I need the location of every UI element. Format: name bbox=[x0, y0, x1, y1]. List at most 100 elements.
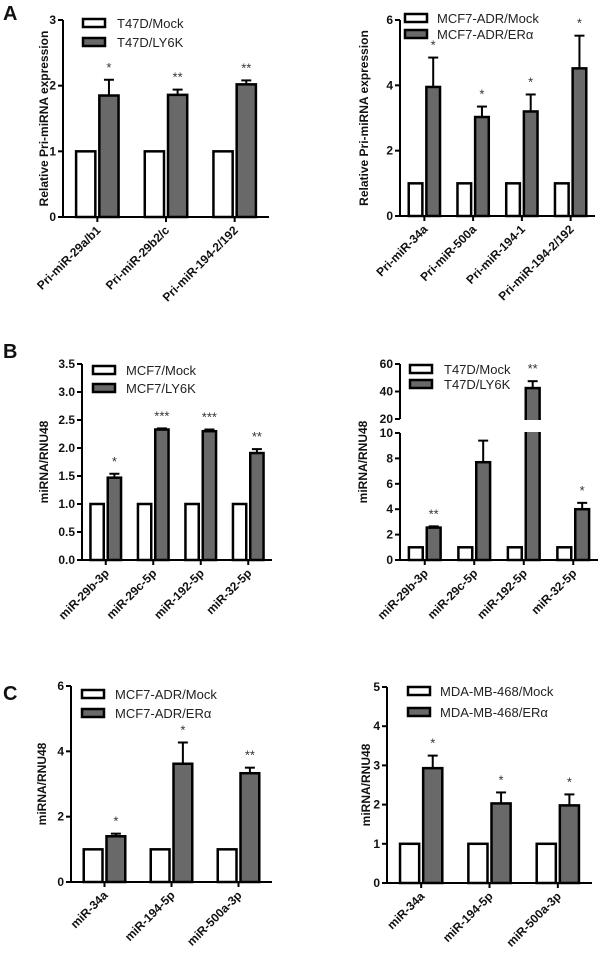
y-tick-label: 20 bbox=[380, 412, 394, 426]
y-tick-label: 1.0 bbox=[58, 497, 75, 511]
bar-treated bbox=[421, 766, 444, 885]
significance-marker: * bbox=[112, 454, 117, 469]
bar-treated bbox=[249, 451, 265, 562]
bar-mock bbox=[82, 848, 104, 884]
y-tick-label: 1 bbox=[49, 144, 56, 158]
y-tick-label: 2 bbox=[386, 144, 393, 158]
bar-mock bbox=[89, 502, 105, 562]
bar-treated bbox=[558, 804, 581, 885]
bar-mock bbox=[504, 182, 522, 218]
y-axis-label: miRNA/RNU48 bbox=[37, 420, 51, 503]
bar-treated bbox=[105, 835, 127, 884]
legend-label: MCF7-ADR/Mock bbox=[437, 11, 539, 26]
legend-swatch bbox=[80, 688, 106, 700]
bar-treated bbox=[154, 428, 170, 562]
bar-treated bbox=[172, 762, 194, 884]
significance-marker: ** bbox=[528, 361, 538, 376]
y-axis-label: miRNA/RNU48 bbox=[356, 420, 370, 503]
legend-label: T47D/LY6K bbox=[444, 377, 511, 392]
x-tick-label: miR-29c-5p bbox=[425, 566, 481, 622]
legend-swatch bbox=[91, 364, 117, 376]
y-tick-label: 0.0 bbox=[58, 553, 75, 567]
significance-marker: * bbox=[577, 16, 582, 31]
significance-marker: * bbox=[528, 74, 533, 89]
y-tick-label: 0 bbox=[386, 553, 393, 567]
significance-marker: *** bbox=[154, 408, 169, 423]
bar-treated bbox=[574, 507, 591, 562]
significance-marker: ** bbox=[252, 429, 262, 444]
x-tick-label: miR-500a-3p bbox=[184, 888, 244, 948]
x-tick-label: miR-32-5p bbox=[528, 566, 579, 617]
legend-label: T47D/LY6K bbox=[117, 35, 184, 50]
x-tick-label: miR-29b-3p bbox=[375, 566, 431, 622]
y-tick-label: 3 bbox=[49, 13, 56, 27]
bar-mock bbox=[143, 150, 166, 219]
chart-panel-5: C 0 2 4 6 miRNA/RNU48 miR-34a * miR-194-5p * miR-5… bbox=[3, 679, 272, 949]
bar-mock bbox=[535, 842, 558, 885]
legend-swatch bbox=[80, 707, 106, 719]
chart-panel-6: 0 1 2 3 4 5 miRNA/RNU48 miR-34a * miR-194-5p * miR-… bbox=[359, 680, 592, 950]
bar-treated bbox=[571, 67, 588, 218]
legend-label: T47D/Mock bbox=[117, 16, 184, 31]
significance-marker: * bbox=[106, 60, 111, 75]
bar-mock bbox=[506, 546, 524, 562]
significance-marker: *** bbox=[202, 410, 217, 425]
bar-mock bbox=[136, 502, 153, 562]
bar-treated bbox=[473, 115, 491, 218]
legend-label: MCF7/LY6K bbox=[126, 381, 196, 396]
bar-mock bbox=[149, 848, 171, 884]
bar-mock bbox=[74, 150, 97, 219]
x-tick-label: miR-500a-3p bbox=[504, 889, 564, 949]
significance-marker: * bbox=[113, 814, 118, 829]
significance-marker: ** bbox=[245, 748, 255, 763]
y-tick-label: 3.5 bbox=[58, 357, 75, 371]
significance-marker: * bbox=[431, 38, 436, 53]
legend-swatch bbox=[408, 363, 434, 375]
legend-label: MCF7-ADR/Mock bbox=[115, 687, 217, 702]
significance-marker: ** bbox=[173, 70, 183, 85]
x-tick-label: miR-192-5p bbox=[151, 566, 207, 622]
y-tick-label: 4 bbox=[386, 78, 393, 92]
bar-treated bbox=[166, 93, 189, 219]
bar-treated bbox=[239, 771, 261, 884]
significance-marker: ** bbox=[241, 60, 251, 75]
y-tick-label: 0 bbox=[57, 875, 64, 889]
legend-label: MCF7-ADR/ERα bbox=[115, 706, 212, 721]
bar-mock bbox=[407, 546, 425, 562]
significance-marker: * bbox=[430, 736, 435, 751]
bar-mock bbox=[407, 182, 424, 218]
significance-marker: ** bbox=[429, 506, 439, 521]
bar-treated bbox=[522, 110, 539, 218]
y-axis-label: miRNA/RNU48 bbox=[359, 743, 373, 826]
x-tick-label: Pri-miR-194-2/192 bbox=[160, 223, 241, 304]
y-tick-label: 6 bbox=[57, 679, 64, 693]
bar-mock bbox=[212, 150, 234, 219]
bar-mock bbox=[556, 546, 573, 562]
bar-treated bbox=[475, 460, 492, 562]
x-tick-label: miR-32-5p bbox=[203, 566, 254, 617]
y-tick-label: 2 bbox=[386, 528, 393, 542]
bar-mock bbox=[398, 842, 421, 885]
bar-mock bbox=[231, 502, 248, 562]
bar-mock bbox=[456, 182, 473, 218]
y-tick-label: 2 bbox=[57, 810, 64, 824]
y-tick-label: 6 bbox=[386, 477, 393, 491]
y-tick-label: 3 bbox=[373, 758, 380, 772]
y-tick-label: 8 bbox=[386, 451, 393, 465]
x-tick-label: miR-194-5p bbox=[122, 888, 178, 944]
significance-marker: * bbox=[499, 772, 504, 787]
x-tick-label: Pri-miR-29b2/c bbox=[103, 223, 173, 293]
legend-swatch bbox=[403, 28, 429, 40]
x-tick-label: Pri-miR-29a/b1 bbox=[34, 223, 104, 293]
y-tick-label: 0 bbox=[49, 210, 56, 224]
legend-label: MCF7/Mock bbox=[126, 363, 197, 378]
legend-label: T47D/Mock bbox=[444, 362, 511, 377]
y-tick-label: 6 bbox=[386, 13, 393, 27]
y-axis-label: miRNA/RNU48 bbox=[35, 742, 49, 825]
chart-panel-3: B 0.0 0.5 1.0 1.5 2.0 2.5 3.0 3.5 miRNA/RNU48 miR-… bbox=[3, 341, 272, 622]
y-tick-label: 1 bbox=[373, 837, 380, 851]
y-tick-label: 2 bbox=[49, 79, 56, 93]
